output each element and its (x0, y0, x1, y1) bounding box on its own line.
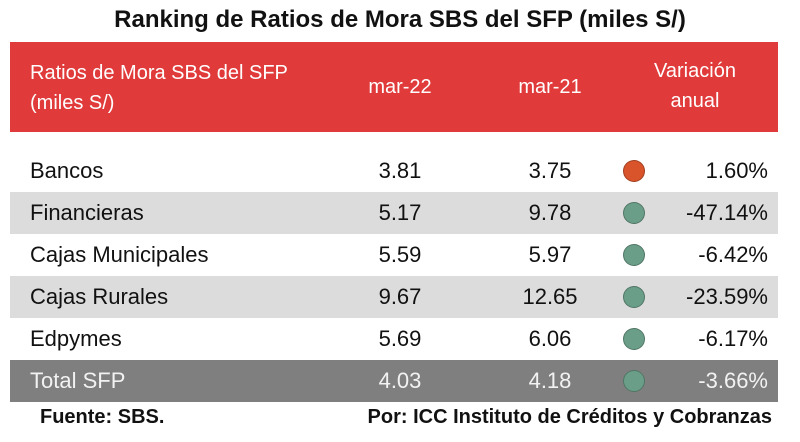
row-value-mar-22: 9.67 (378, 284, 422, 309)
row-name: Cajas Rurales (30, 284, 169, 309)
row-name: Total SFP (30, 368, 126, 393)
row-variation: -23.59% (686, 284, 768, 309)
row-variation: -6.17% (698, 326, 768, 351)
row-value-mar-22: 5.69 (378, 326, 422, 351)
table-row-bancos: Bancos 3.81 3.75 1.60% (10, 150, 778, 192)
trend-indicator-icon (623, 370, 645, 392)
table-row-financieras: Financieras 5.17 9.78 -47.14% (10, 192, 778, 234)
header-variation: Variación anual (654, 60, 736, 112)
trend-indicator-icon (623, 160, 645, 182)
row-value-mar-21: 5.97 (528, 242, 572, 267)
trend-indicator-icon (623, 328, 645, 350)
row-value-mar-22: 4.03 (378, 368, 422, 393)
table-row-total: Total SFP 4.03 4.18 -3.66% (10, 360, 778, 402)
header-name: Ratios de Mora SBS del SFP (miles S/) (30, 62, 288, 114)
header-mar-21: mar-21 (518, 76, 582, 98)
trend-indicator-icon (623, 202, 645, 224)
row-name: Financieras (30, 200, 144, 225)
table-title: Ranking de Ratios de Mora SBS del SFP (m… (114, 6, 686, 33)
header-mar-22: mar-22 (368, 76, 432, 98)
row-variation: 1.60% (705, 158, 768, 183)
row-value-mar-21: 12.65 (522, 284, 578, 309)
row-name: Cajas Municipales (30, 242, 209, 267)
row-value-mar-22: 3.81 (378, 158, 422, 183)
table-row-edpymes: Edpymes 5.69 6.06 -6.17% (10, 318, 778, 360)
footer-source: Fuente: SBS. (40, 406, 165, 428)
trend-indicator-icon (623, 286, 645, 308)
row-variation: -47.14% (686, 200, 768, 225)
row-value-mar-21: 9.78 (528, 200, 572, 225)
row-value-mar-22: 5.17 (378, 200, 422, 225)
trend-indicator-icon (623, 244, 645, 266)
row-value-mar-22: 5.59 (378, 242, 422, 267)
table-header: Ratios de Mora SBS del SFP (miles S/) ma… (10, 42, 778, 132)
row-value-mar-21: 4.18 (528, 368, 572, 393)
footer-credit: Por: ICC Instituto de Créditos y Cobranz… (367, 406, 772, 428)
row-variation: -6.42% (698, 242, 768, 267)
row-value-mar-21: 3.75 (528, 158, 572, 183)
row-value-mar-21: 6.06 (528, 326, 572, 351)
table-row-cajas-municipales: Cajas Municipales 5.59 5.97 -6.42% (10, 234, 778, 276)
row-variation: -3.66% (698, 368, 768, 393)
row-name: Bancos (30, 158, 104, 183)
row-name: Edpymes (30, 326, 122, 351)
table-row-cajas-rurales: Cajas Rurales 9.67 12.65 -23.59% (10, 276, 778, 318)
